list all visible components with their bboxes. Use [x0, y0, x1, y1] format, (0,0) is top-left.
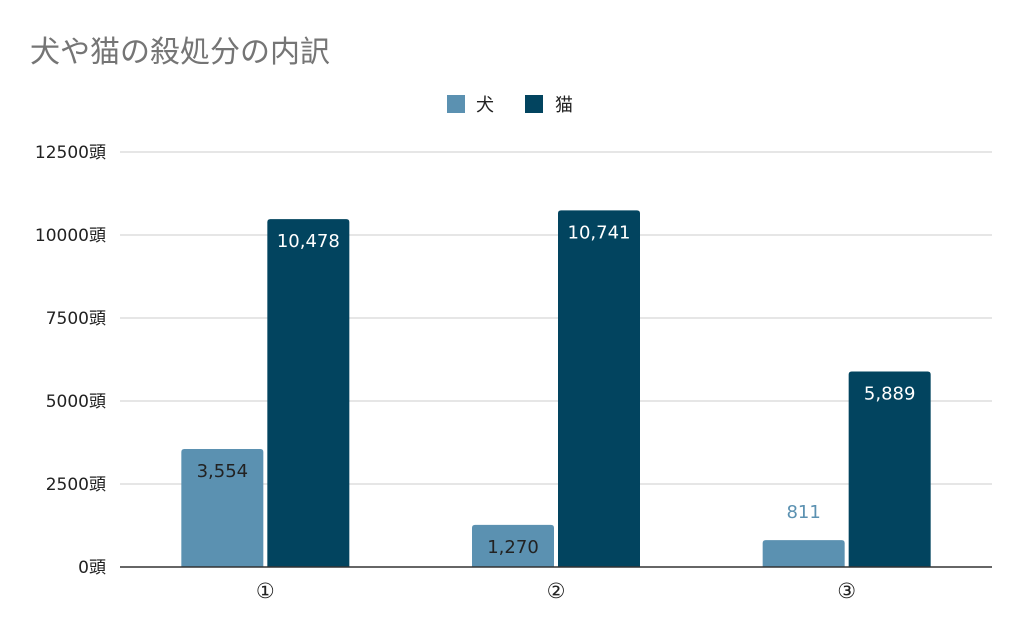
data-label-dog-3: 811 — [786, 502, 820, 523]
x-axis-ticks: ① ② ③ — [256, 579, 856, 603]
bars — [181, 210, 931, 567]
legend-swatch-dog — [447, 95, 465, 113]
y-tick-label: 2500頭 — [46, 475, 106, 495]
x-tick-label-1: ① — [256, 579, 275, 603]
legend-label-dog: 犬 — [476, 95, 494, 116]
legend-swatch-cat — [525, 95, 543, 113]
x-tick-label-3: ③ — [837, 579, 856, 603]
y-tick-label: 0頭 — [78, 558, 106, 578]
x-tick-label-2: ② — [547, 579, 566, 603]
data-label-dog-2: 1,270 — [487, 537, 539, 558]
bar-cat-2 — [558, 210, 640, 567]
data-label-cat-3: 5,889 — [864, 383, 916, 404]
legend: 犬 猫 — [447, 95, 573, 116]
chart-title: 犬や猫の殺処分の内訳 — [30, 35, 330, 70]
data-label-dog-1: 3,554 — [197, 461, 249, 482]
bar-cat-3 — [848, 371, 931, 567]
bar-dog-2 — [472, 524, 554, 567]
bar-cat-1 — [267, 219, 350, 567]
data-label-cat-1: 10,478 — [277, 231, 340, 252]
bar-dog-3 — [762, 540, 845, 567]
y-axis-ticks: 0頭 2500頭 5000頭 7500頭 10000頭 12500頭 — [35, 143, 106, 578]
y-tick-label: 10000頭 — [35, 226, 106, 246]
legend-label-cat: 猫 — [555, 95, 573, 116]
data-label-cat-2: 10,741 — [568, 222, 631, 243]
bar-dog-1 — [181, 449, 264, 567]
data-labels: 3,554 10,478 1,270 10,741 811 5,889 — [197, 222, 916, 557]
y-tick-label: 12500頭 — [35, 143, 106, 163]
y-tick-label: 5000頭 — [46, 392, 106, 412]
y-tick-label: 7500頭 — [46, 309, 106, 329]
gridlines — [120, 151, 992, 485]
